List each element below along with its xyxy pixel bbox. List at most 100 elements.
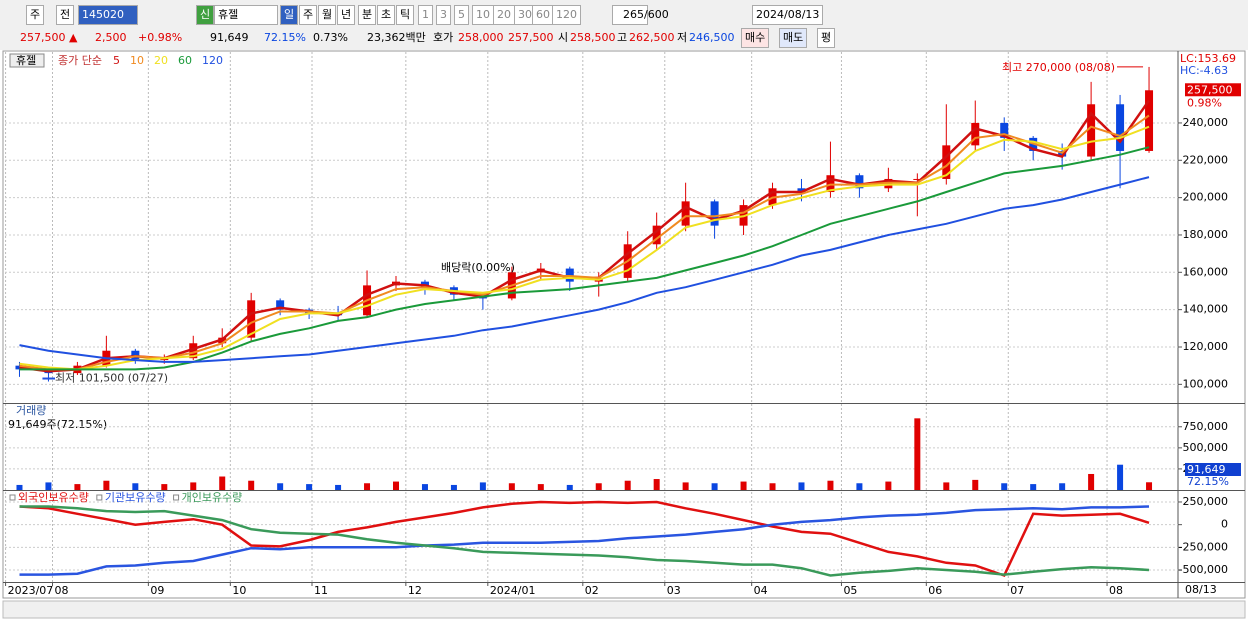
annotation-low: 최저 101,500 (07/27) — [55, 372, 168, 385]
count-input[interactable]: 265 — [612, 5, 648, 25]
volume-bar — [914, 418, 921, 490]
price: 257,500 ▲ — [20, 31, 78, 44]
toolbar: 주 전 145020 신 휴젤 일 주 월 년 분 초 틱 1 3 5 10 2… — [0, 0, 1248, 50]
candle-body — [652, 225, 661, 245]
count-max: /600 — [644, 8, 669, 21]
x-tick-label: 2024/01 — [490, 584, 536, 597]
volume-bar — [306, 484, 313, 490]
volume-bar — [277, 483, 284, 490]
candle-body — [942, 145, 951, 179]
avg-btn[interactable]: 평 — [817, 28, 836, 48]
n-btn[interactable]: 20 — [493, 5, 515, 25]
legend-entry: 20 — [154, 54, 168, 67]
high: 262,500 — [629, 31, 675, 44]
code-input[interactable]: 145020 — [78, 5, 138, 25]
period-btn[interactable]: 월 — [318, 5, 337, 25]
volume-bar — [450, 484, 457, 490]
label: 호가 — [433, 31, 454, 44]
ma-type: 종가 단순 — [58, 54, 102, 67]
legend-swatch — [173, 494, 180, 501]
n-btn[interactable]: 1 — [418, 5, 433, 25]
legend-swatch — [9, 494, 16, 501]
y-tick-label: 100,000 — [1183, 377, 1229, 390]
candle-body — [1116, 104, 1125, 151]
volume-bar — [103, 480, 110, 490]
candle-body — [797, 188, 806, 193]
period-btn[interactable]: 분 — [358, 5, 377, 25]
x-tick-label: 06 — [928, 584, 942, 597]
period-btn[interactable]: 초 — [377, 5, 396, 25]
volume-bar — [711, 483, 718, 490]
x-tick-label: 07 — [1010, 584, 1024, 597]
x-tick-label: 05 — [843, 584, 857, 597]
holding-line — [19, 505, 1150, 577]
change-pct: 0.98% — [1187, 96, 1222, 109]
buy-btn[interactable]: 매수 — [741, 28, 770, 48]
volume-bar — [421, 484, 428, 490]
x-tick-label: 08 — [1109, 584, 1123, 597]
volume-subtitle: 91,649주(72.15%) — [8, 418, 107, 431]
y-tick-label: 750,000 — [1183, 420, 1229, 433]
scrollbar[interactable] — [2, 600, 1246, 619]
open: 258,500 — [570, 31, 616, 44]
low: 246,500 — [689, 31, 735, 44]
candle-body — [189, 343, 198, 359]
candle-body — [276, 300, 285, 310]
holding-line — [19, 505, 1150, 576]
period-btn[interactable]: 일 — [280, 5, 299, 25]
legend-entry: 120 — [202, 54, 223, 67]
ma-line — [19, 125, 1150, 371]
volume-bar — [1001, 483, 1008, 490]
volume-bar — [740, 481, 747, 490]
btn[interactable]: 신 — [196, 5, 215, 25]
ask: 258,000 — [458, 31, 504, 44]
last-volume: 91,649 — [1187, 463, 1226, 476]
n-btn[interactable]: 5 — [454, 5, 469, 25]
date-input[interactable]: 2024/08/13 — [752, 5, 824, 25]
x-tick-label: 11 — [314, 584, 328, 597]
volume-bar — [190, 482, 197, 490]
turnover: 0.73% — [313, 31, 348, 44]
volume-bar — [537, 484, 544, 490]
n-btn[interactable]: 60 — [532, 5, 554, 25]
n-btn[interactable]: 3 — [436, 5, 451, 25]
n-btn[interactable]: 10 — [472, 5, 494, 25]
x-tick-label: 10 — [232, 584, 246, 597]
volume-bar — [1059, 483, 1066, 490]
volume-bar — [132, 483, 139, 490]
candle-body — [247, 300, 256, 338]
candle-body — [681, 201, 690, 226]
volume-bar — [248, 480, 255, 490]
period-btn[interactable]: 년 — [337, 5, 356, 25]
volume-bar — [1030, 484, 1037, 490]
volume-bar — [1117, 464, 1124, 490]
candle-body — [1087, 104, 1096, 157]
x-tick-label: 04 — [754, 584, 768, 597]
btn[interactable]: 주 — [26, 5, 45, 25]
volume-bar — [682, 482, 689, 490]
candle-body — [913, 178, 922, 180]
y-tick-label: -250,000 — [1179, 540, 1228, 553]
volume-bar — [479, 482, 486, 490]
lc-label: LC:153.69 — [1180, 52, 1236, 65]
label: 시 — [558, 31, 569, 44]
n-btn[interactable]: 30 — [514, 5, 536, 25]
name-input[interactable]: 휴젤 — [214, 5, 278, 25]
amount: 23,362백만 — [367, 31, 426, 44]
end-date: 08/13 — [1185, 583, 1217, 596]
volume-bar — [566, 484, 573, 490]
candle-body — [971, 122, 980, 146]
n-btn[interactable]: 120 — [552, 5, 581, 25]
x-tick-label: 08 — [54, 584, 68, 597]
volume-bar — [769, 483, 776, 490]
btn[interactable]: 전 — [56, 5, 75, 25]
candle-body — [15, 365, 24, 370]
period-btn[interactable]: 주 — [299, 5, 318, 25]
sell-btn[interactable]: 매도 — [779, 28, 808, 48]
ma-line — [19, 176, 1150, 363]
x-tick-label: 09 — [150, 584, 164, 597]
period-btn[interactable]: 틱 — [396, 5, 415, 25]
volume-bar — [1088, 473, 1095, 490]
frame — [2, 50, 1246, 599]
y-tick-label: 250,000 — [1183, 495, 1229, 508]
